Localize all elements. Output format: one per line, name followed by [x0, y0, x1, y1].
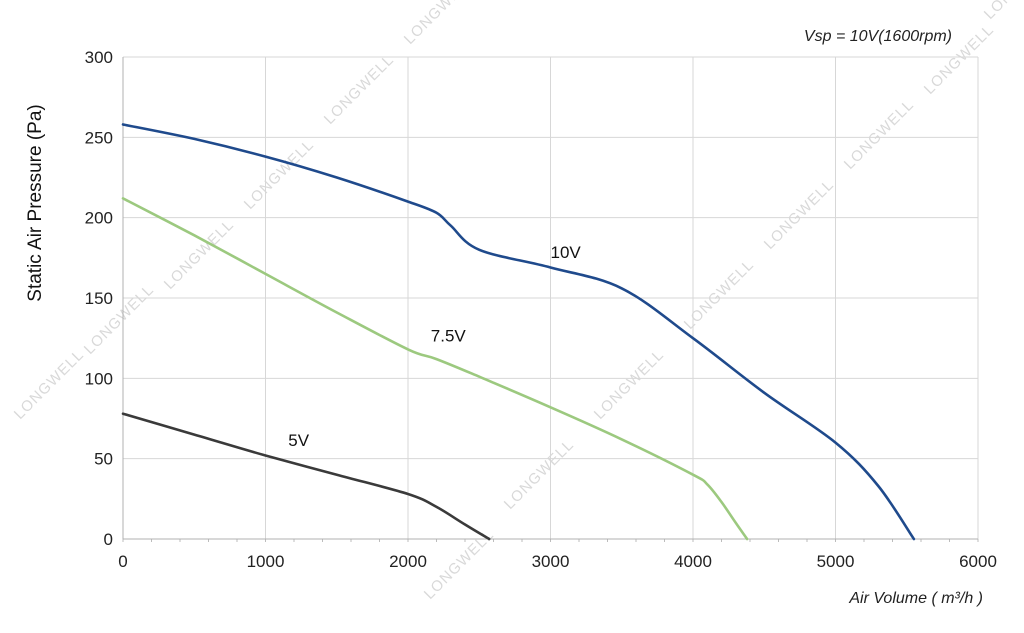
watermark-text-13: LONGWELL	[981, 0, 1024, 23]
x-tick-label-6: 6000	[959, 552, 997, 571]
y-tick-label-3: 150	[85, 289, 113, 308]
watermark-text-4: LONGWELL	[321, 51, 398, 128]
watermark-text-3: LONGWELL	[241, 136, 318, 213]
x-axis-title: Air Volume ( m³/h )	[848, 590, 983, 607]
x-tick-label-4: 4000	[674, 552, 712, 571]
series-label-7_5V: 7.5V	[431, 326, 467, 345]
x-tick-label-3: 3000	[532, 552, 570, 571]
y-tick-label-1: 50	[94, 450, 113, 469]
watermark-text-5: LONGWELL	[401, 0, 478, 48]
y-tick-label-0: 0	[104, 530, 113, 549]
y-tick-label-5: 250	[85, 128, 113, 147]
series-line-10V	[121, 123, 916, 541]
x-tick-label-5: 5000	[817, 552, 855, 571]
watermark-text-2: LONGWELL	[161, 216, 238, 293]
series-label-5V: 5V	[288, 431, 309, 450]
series-label-10V: 10V	[551, 243, 582, 262]
y-tick-label-4: 200	[85, 209, 113, 228]
watermark-text-10: LONGWELL	[761, 176, 838, 253]
series-line-7_5V	[121, 197, 749, 541]
x-tick-label-0: 0	[118, 552, 127, 571]
watermark-layer: LONGWELLLONGWELLLONGWELLLONGWELLLONGWELL…	[11, 0, 1024, 603]
watermark-text-11: LONGWELL	[841, 96, 918, 173]
annotation-text: Vsp = 10V(1600rpm)	[804, 28, 952, 45]
x-tick-label-1: 1000	[247, 552, 285, 571]
grid	[122, 56, 979, 542]
tick-labels: 0 1000 2000 3000 4000 5000 6000 0 50 100 150 200 250…	[85, 48, 997, 571]
watermark-text-7: LONGWELL	[501, 436, 578, 513]
watermark-text-8: LONGWELL	[591, 346, 668, 423]
watermark-text-9: LONGWELL	[681, 256, 758, 333]
series-labels: 10V 7.5V 5V	[288, 243, 581, 450]
y-tick-label-2: 100	[85, 369, 113, 388]
series-layer	[121, 123, 916, 541]
y-tick-label-6: 300	[85, 48, 113, 67]
x-tick-label-2: 2000	[389, 552, 427, 571]
watermark-text-0: LONGWELL	[11, 346, 88, 423]
y-axis-title: Static Air Pressure (Pa)	[25, 104, 46, 301]
series-line-5V	[121, 412, 491, 541]
